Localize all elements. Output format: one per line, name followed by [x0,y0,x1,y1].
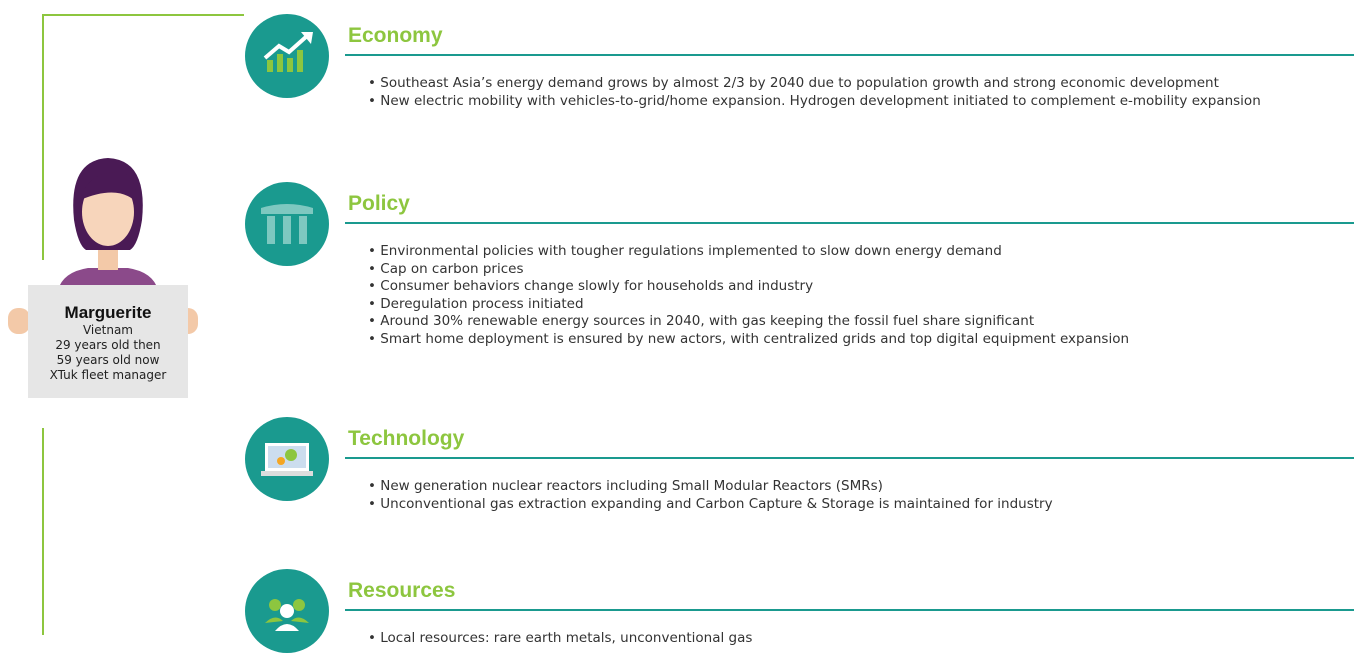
bullet: New generation nuclear reactors includin… [368,478,1298,496]
bullet: Cap on carbon prices [368,261,1298,279]
section-title: Resources [348,579,456,602]
persona-line: 29 years old then [55,338,161,352]
section-icon [245,569,329,653]
bullet: Unconventional gas extraction expanding … [368,496,1298,514]
persona-card: Marguerite Vietnam 29 years old then 59 ye… [28,285,188,398]
bullet-list: Southeast Asia’s energy demand grows by … [368,75,1298,110]
bullet: Southeast Asia’s energy demand grows by … [368,75,1298,93]
section-rule [345,222,1354,224]
bullet-list: Environmental policies with tougher regu… [368,243,1298,348]
bullet-list: New generation nuclear reactors includin… [368,478,1298,513]
icon-glyph [261,443,313,476]
section-icon [245,417,329,501]
bullet: Smart home deployment is ensured by new … [368,331,1298,349]
bullet: Deregulation process initiated [368,296,1298,314]
persona-line: Vietnam [82,323,133,337]
bracket [42,14,44,260]
section-icon [245,182,329,266]
icon-glyph [263,32,313,72]
hand [8,308,30,334]
bullet: New electric mobility with vehicles-to-g… [368,93,1298,111]
persona-line: XTuk fleet manager [49,368,167,382]
icon-glyph [261,204,313,244]
section-rule [345,457,1354,459]
persona-illustration [58,158,158,290]
page: Marguerite Vietnam 29 years old then 59 ye… [0,0,1354,635]
section-title: Policy [348,192,410,215]
bullet: Consumer behaviors change slowly for hou… [368,278,1298,296]
bullet-list: Local resources: rare earth metals, unco… [368,630,1298,648]
bullet: Around 30% renewable energy sources in 2… [368,313,1298,331]
bracket [42,428,44,635]
persona-line: 59 years old now [56,353,160,367]
persona-name: Marguerite [64,303,152,322]
bullet: Environmental policies with tougher regu… [368,243,1298,261]
section-rule [345,54,1354,56]
icon-glyph [265,599,309,631]
section-rule [345,609,1354,611]
bullet: Local resources: rare earth metals, unco… [368,630,1298,648]
bracket [42,14,244,16]
section-icon [245,14,329,98]
section-title: Technology [348,427,465,450]
section-title: Economy [348,24,443,47]
